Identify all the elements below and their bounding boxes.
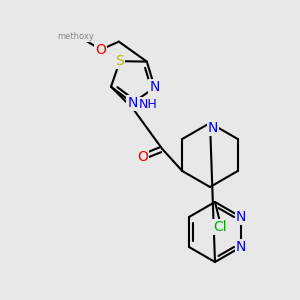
- Text: N: N: [150, 80, 160, 94]
- Text: Cl: Cl: [213, 220, 227, 234]
- Text: NH: NH: [139, 98, 158, 111]
- Text: methoxy: methoxy: [57, 32, 94, 41]
- Text: S: S: [116, 54, 124, 68]
- Text: N: N: [208, 121, 218, 135]
- Text: N: N: [128, 96, 138, 110]
- Text: N: N: [236, 240, 246, 254]
- Text: N: N: [236, 210, 246, 224]
- Text: O: O: [95, 43, 106, 57]
- Text: O: O: [137, 150, 148, 164]
